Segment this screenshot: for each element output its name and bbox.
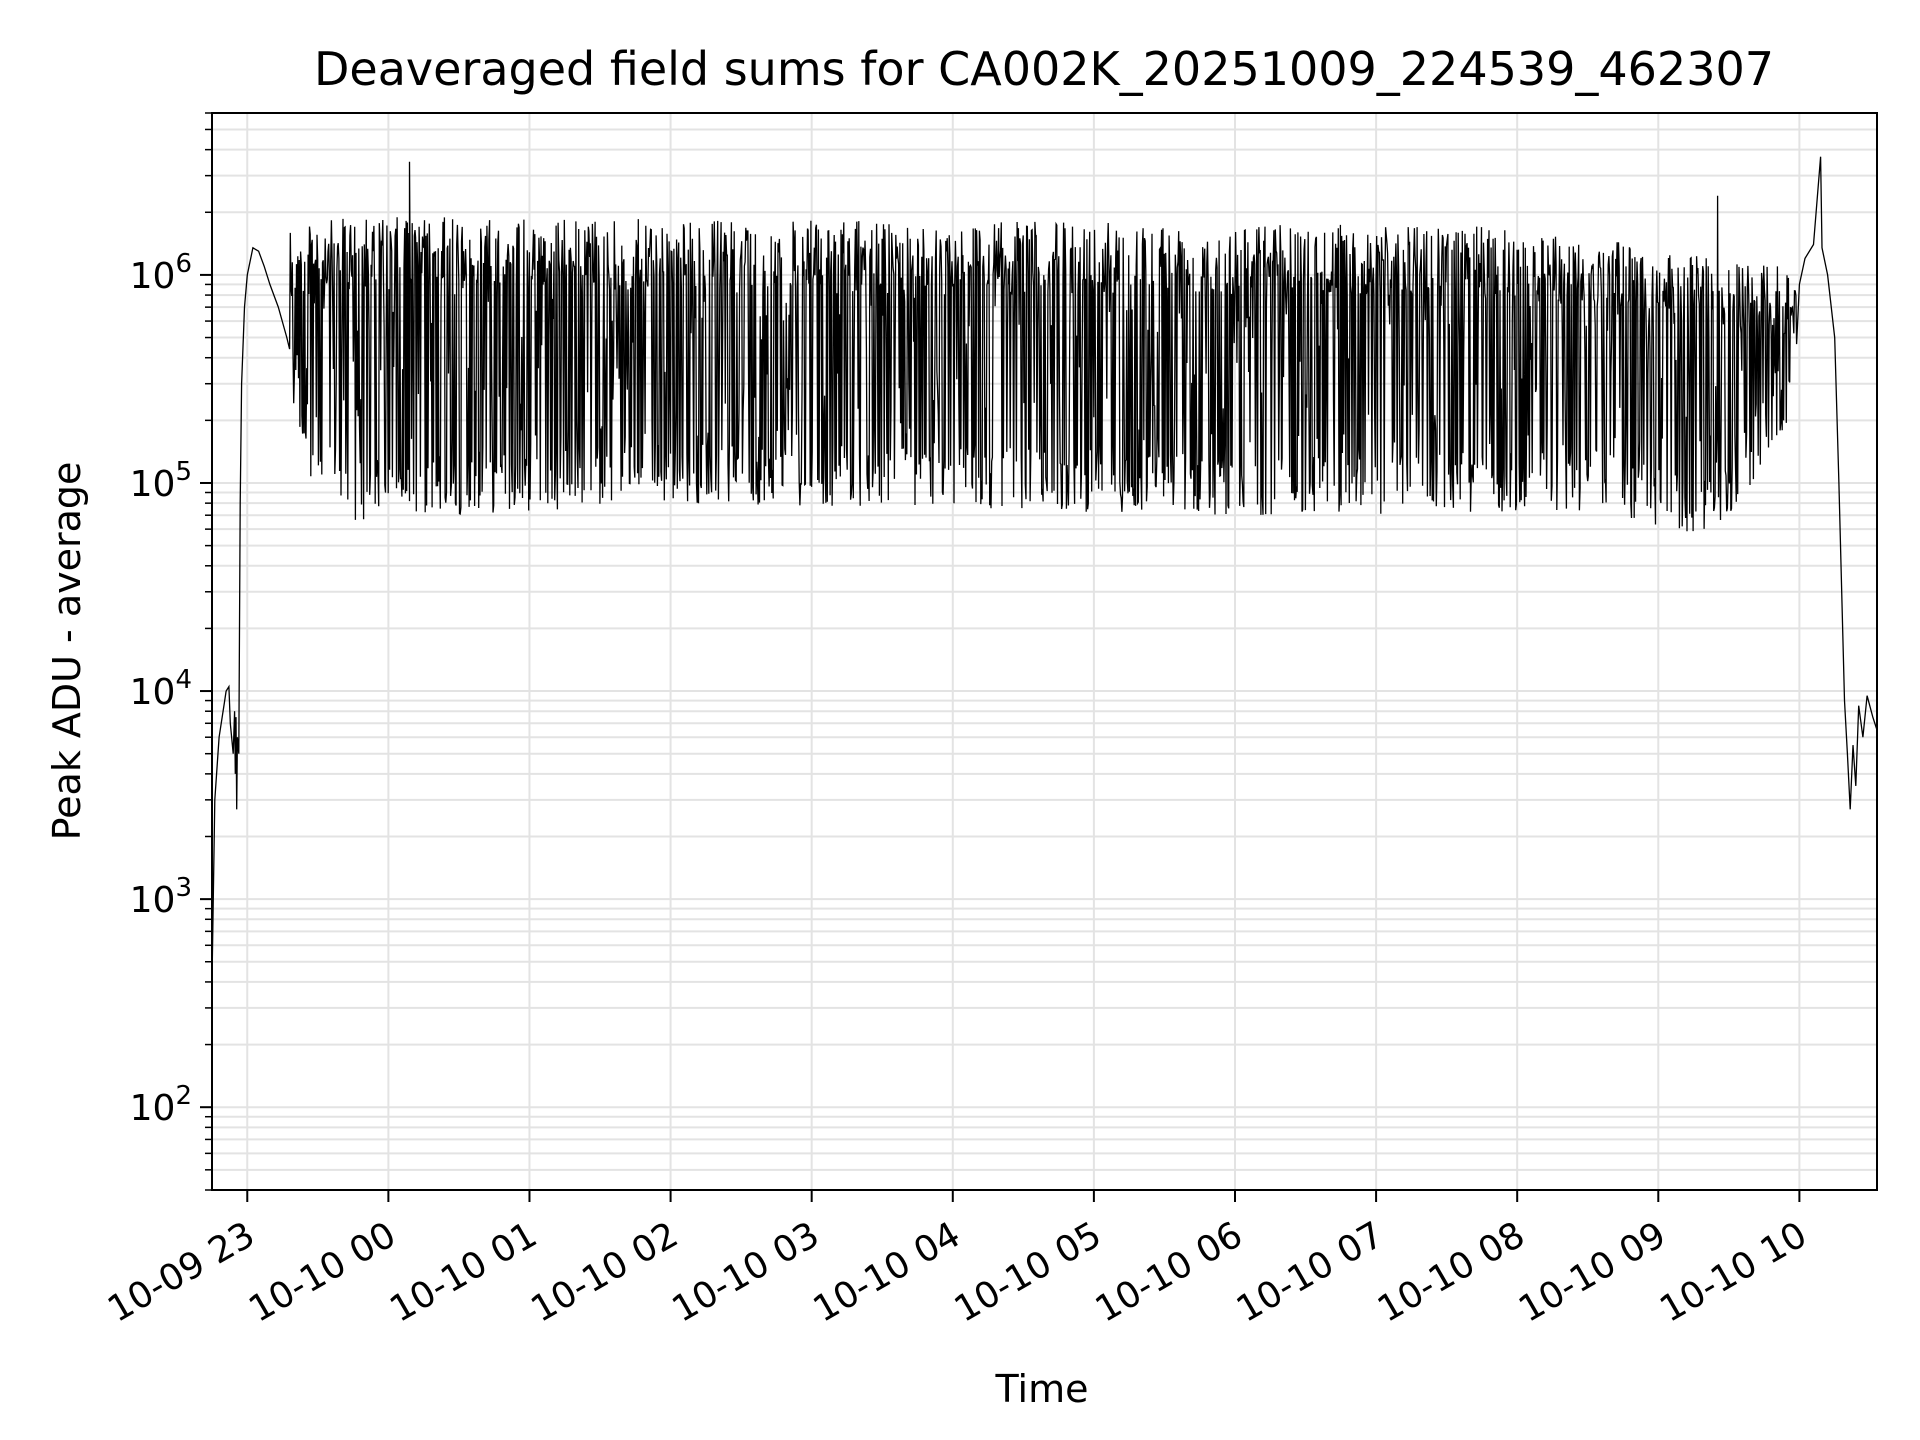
y-tick-label: 105 [130, 457, 192, 505]
grid-lines [212, 112, 1877, 1191]
data-line [211, 156, 1878, 982]
series-line [211, 156, 1878, 982]
axis-ticks [200, 112, 1801, 1202]
y-tick-label: 102 [130, 1081, 192, 1129]
chart-title: Deaveraged field sums for CA002K_2025100… [314, 42, 1774, 96]
y-tick-label: 104 [130, 665, 192, 713]
x-axis-label: Time [995, 1367, 1089, 1411]
y-axis-label: Peak ADU - average [45, 462, 89, 841]
y-tick-label: 103 [130, 873, 192, 921]
plot-frame [211, 112, 1878, 1191]
y-tick-label: 106 [130, 249, 192, 297]
y-tick-labels: 102 103 104 105 106 [130, 249, 192, 1129]
